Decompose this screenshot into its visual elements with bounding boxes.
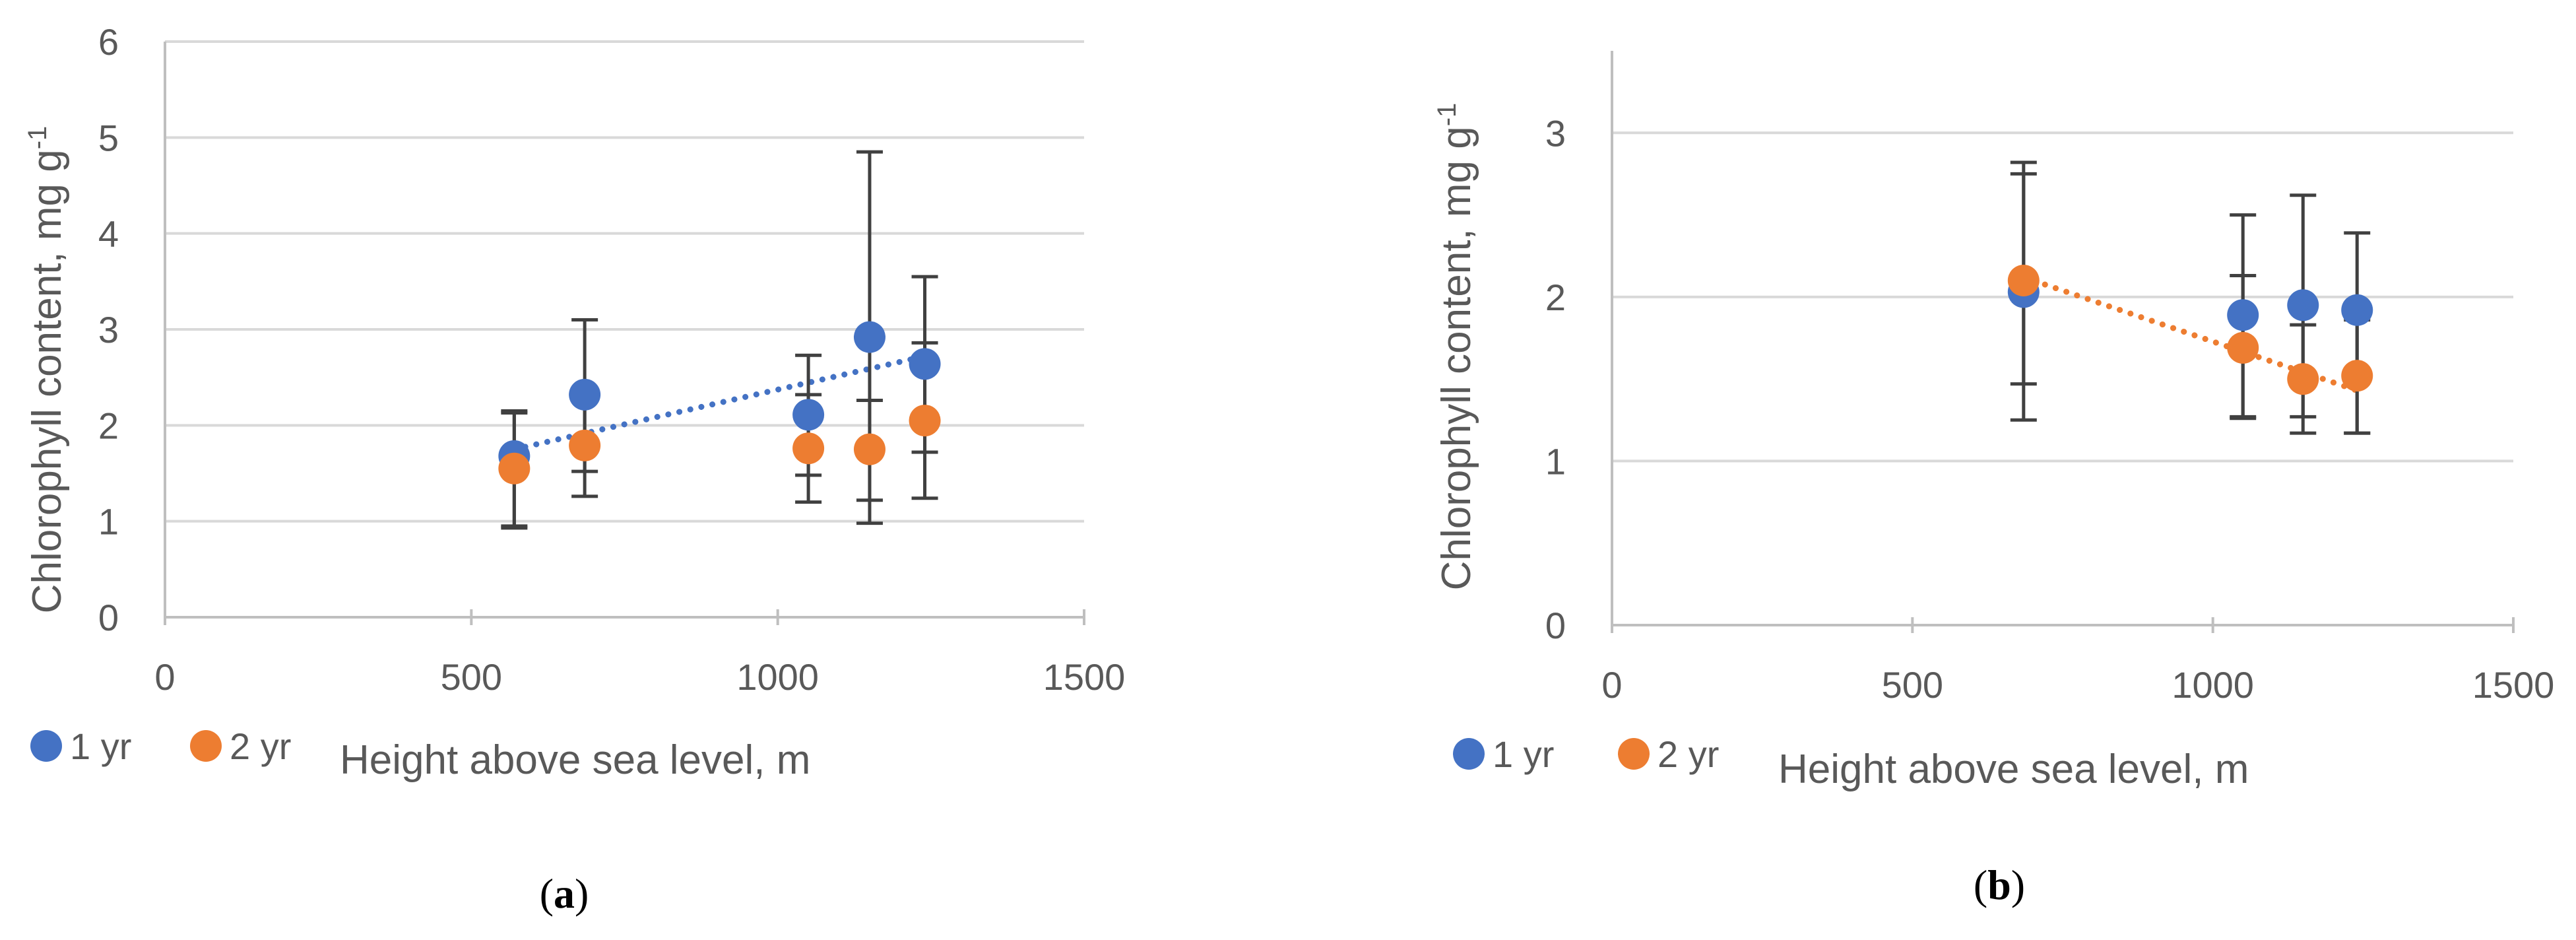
- y-axis-title: Chlorophyll content, mg g-1: [23, 126, 70, 614]
- data-point: [569, 378, 601, 411]
- data-point: [792, 432, 825, 465]
- data-point: [2341, 360, 2373, 392]
- data-point: [853, 433, 886, 465]
- y-tick-label: 2: [1545, 277, 1566, 318]
- y-tick-label: 2: [98, 405, 119, 446]
- y-tick-label: 0: [98, 597, 119, 638]
- x-tick-labels: 0 500 1000 1500: [1601, 664, 2554, 706]
- data-point: [909, 405, 941, 437]
- gridlines: [1611, 51, 2515, 633]
- panel-caption: (a): [540, 870, 589, 917]
- y-tick-label: 1: [98, 501, 119, 543]
- legend-marker-2yr: [1618, 738, 1650, 770]
- y-tick-label: 6: [98, 21, 119, 63]
- data-point: [2227, 299, 2259, 331]
- y-tick-label: 1: [1545, 440, 1566, 482]
- data-point: [2227, 331, 2259, 364]
- legend: 1 yr 2 yr: [30, 725, 291, 767]
- x-tick-label: 1000: [2172, 664, 2254, 706]
- data-points: [2007, 265, 2373, 395]
- legend-label-2yr: 2 yr: [1658, 733, 1719, 775]
- x-axis-title: Height above sea level, m: [340, 737, 810, 783]
- data-point: [853, 321, 886, 353]
- legend-label-1yr: 1 yr: [1493, 733, 1554, 775]
- legend-marker-2yr: [190, 730, 222, 762]
- x-tick-label: 0: [154, 656, 175, 698]
- x-tick-label: 1000: [736, 656, 819, 698]
- x-tick-label: 1500: [2472, 664, 2555, 706]
- x-tick-label: 500: [441, 656, 502, 698]
- data-point: [909, 348, 941, 380]
- data-point: [2287, 289, 2319, 321]
- data-point: [498, 452, 531, 485]
- chart-panel-b: 0 1 2 3 0 500 1000 1500 Chlorophyll content, m…: [1433, 51, 2554, 908]
- chart-panel-a: 0 1 2 3 4 5 6 0 500 1000 1500 Chlorophyll content…: [23, 21, 1125, 917]
- data-point: [2341, 294, 2373, 326]
- legend-marker-1yr: [1453, 738, 1485, 770]
- x-axis-title: Height above sea level, m: [1778, 747, 2249, 792]
- data-point: [792, 399, 825, 431]
- data-point: [2007, 265, 2040, 296]
- data-point: [2287, 363, 2319, 395]
- legend-label-2yr: 2 yr: [230, 725, 291, 767]
- legend-marker-1yr: [30, 730, 62, 762]
- legend-label-1yr: 1 yr: [70, 725, 131, 767]
- y-tick-label: 0: [1545, 605, 1566, 646]
- x-tick-label: 0: [1601, 664, 1622, 706]
- x-tick-label: 500: [1882, 664, 1943, 706]
- legend: 1 yr 2 yr: [1453, 733, 1719, 775]
- x-tick-labels: 0 500 1000 1500: [154, 656, 1125, 698]
- x-tick-label: 1500: [1043, 656, 1126, 698]
- y-tick-label: 5: [98, 117, 119, 158]
- data-point: [569, 429, 601, 461]
- y-tick-labels: 0 1 2 3: [1545, 112, 1566, 646]
- y-tick-label: 4: [98, 213, 119, 255]
- y-axis-title: Chlorophyll content, mg g-1: [1433, 103, 1479, 591]
- panel-caption: (b): [1974, 861, 2025, 908]
- y-tick-label: 3: [98, 309, 119, 351]
- data-points: [498, 321, 941, 485]
- y-tick-labels: 0 1 2 3 4 5 6: [98, 21, 119, 638]
- gridlines: [164, 40, 1085, 625]
- y-tick-label: 3: [1545, 112, 1566, 154]
